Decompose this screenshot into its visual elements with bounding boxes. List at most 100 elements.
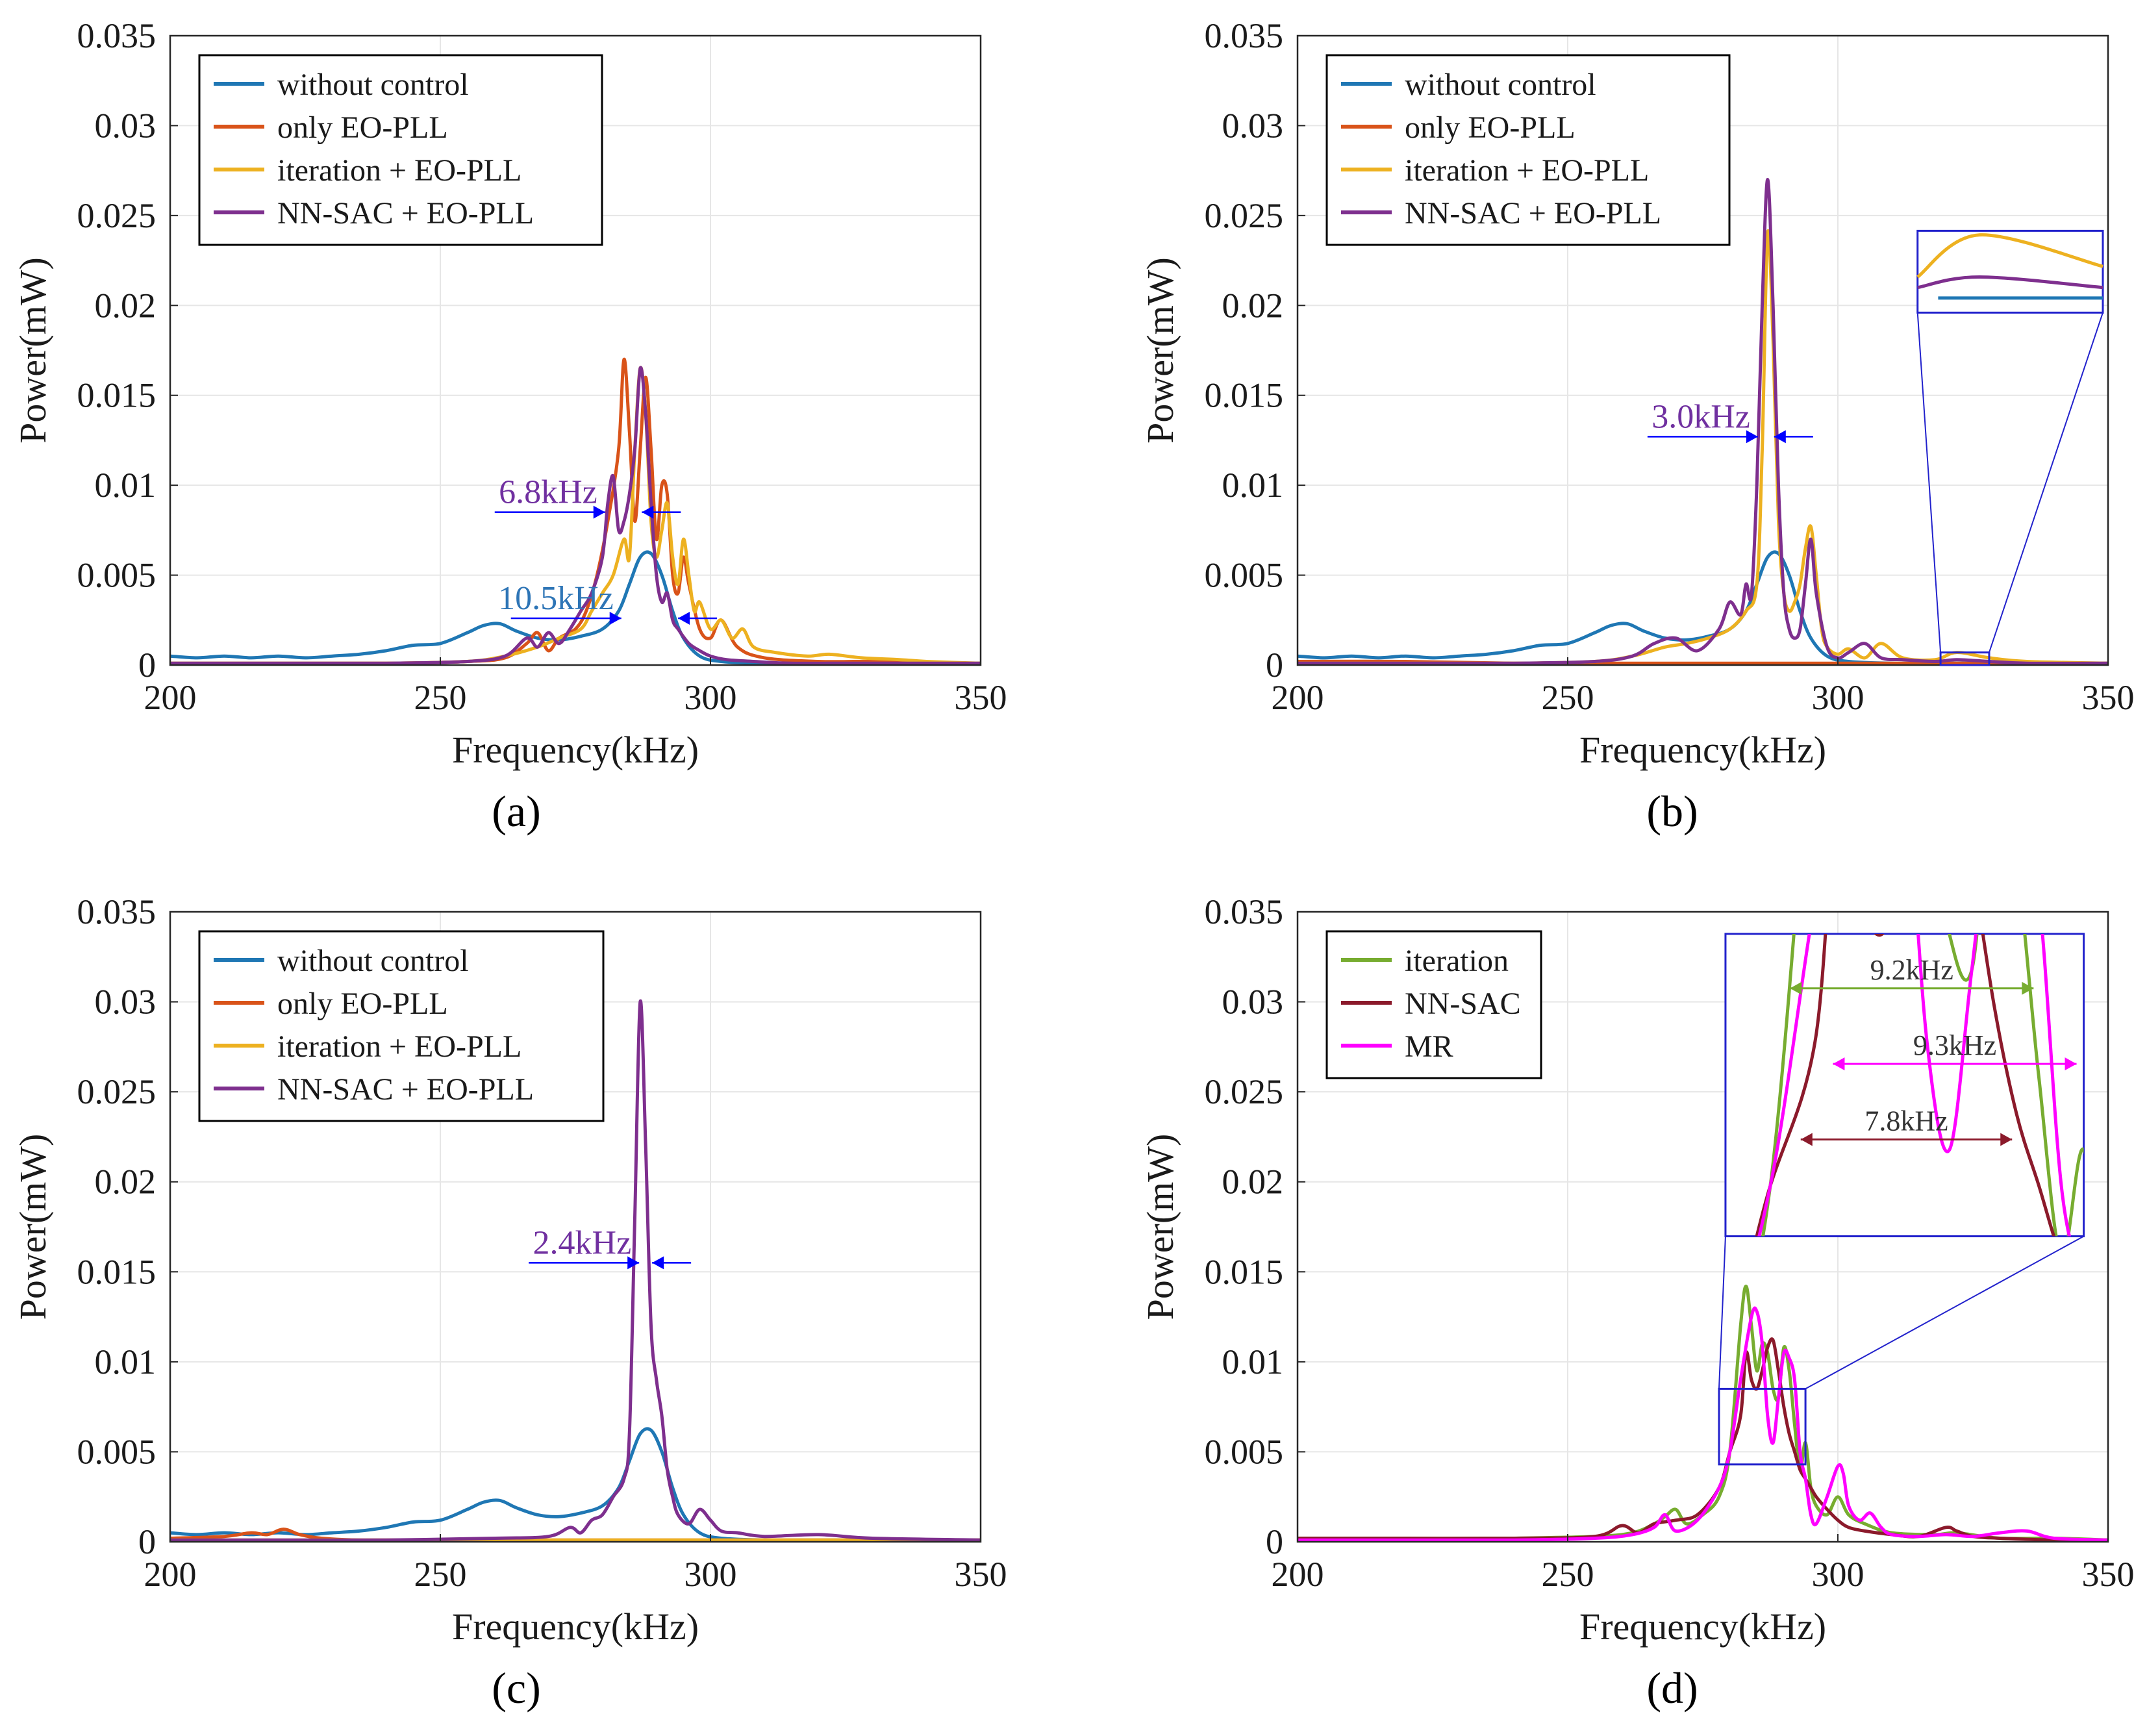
arrow-head-left: [678, 612, 690, 625]
chart-panel-1: 200 250 300 350 0 0.005 0.01 0.015 0.02 0.025 0.03…: [12, 16, 1007, 836]
panel-label: (d): [1646, 1663, 1698, 1713]
x-axis-label: Frequency(kHz): [1579, 1605, 1826, 1648]
y-tick-label: 0.005: [77, 1432, 157, 1471]
series-line-iteration-eo-pll: [170, 366, 981, 665]
x-tick-label: 300: [1812, 1555, 1864, 1594]
arrow-head-left: [1790, 981, 1802, 995]
series-line-nn-sac-eo-pll: [1297, 178, 2109, 665]
arrow-head-right: [593, 505, 605, 519]
y-tick-label: 0.035: [1205, 892, 1284, 931]
inset-connector: [1805, 1235, 2085, 1390]
arrow-head-left: [1800, 1133, 1813, 1146]
series-line-mr: [1298, 1306, 2109, 1542]
y-axis-label: Power(mW): [1139, 1134, 1181, 1320]
series-group: [1297, 1285, 2109, 1542]
inset-source-box: [1718, 1387, 1807, 1466]
legend-entry: iteration + EO-PLL: [277, 1029, 521, 1064]
x-tick-label: 200: [1272, 678, 1324, 717]
annotation-label: 3.0kHz: [1651, 398, 1750, 435]
y-tick-label: 0.02: [95, 286, 157, 325]
x-tick-label: 200: [144, 1555, 197, 1594]
panel-label: (b): [1646, 786, 1698, 836]
legend-entry: NN-SAC: [1405, 987, 1521, 1021]
y-tick-label: 0.015: [77, 376, 157, 415]
x-tick-label: 300: [684, 1555, 737, 1594]
y-tick-label: 0: [138, 646, 156, 685]
x-tick-label: 350: [2082, 1555, 2135, 1594]
inset-connector: [1989, 312, 2103, 653]
y-tick-label: 0.02: [1222, 1163, 1284, 1201]
legend-entry: NN-SAC + EO-PLL: [1405, 196, 1661, 231]
legend-entry: without control: [277, 68, 469, 102]
inset-series-line: [1916, 233, 2103, 279]
legend-box: [198, 930, 605, 1122]
series-group: [170, 999, 981, 1542]
inset-annotation-label: 9.2kHz: [1870, 954, 1953, 986]
legend-entry: iteration: [1405, 944, 1509, 978]
y-tick-label: 0.015: [77, 1252, 157, 1291]
x-tick-label: 250: [414, 1555, 467, 1594]
legend-entry: only EO-PLL: [1405, 110, 1576, 145]
panel-label: (a): [492, 786, 540, 836]
axes-box: [1296, 911, 2109, 1543]
inset: [1916, 229, 2104, 666]
y-tick-label: 0.035: [77, 16, 157, 55]
arrow-head-left: [652, 1256, 664, 1270]
legend: without control only EO-PLL iteration + EO…: [1325, 54, 1731, 246]
annotation-label: 10.5kHz: [498, 580, 614, 617]
x-tick-label: 250: [1542, 678, 1594, 717]
width-annotation: 6.8kHz: [494, 474, 681, 519]
inset: 9.2kHz 9.3kHz 7.8kHz: [1718, 933, 2085, 1466]
series-line-without-control: [170, 550, 981, 665]
y-axis-label: Power(mW): [1139, 257, 1181, 444]
x-axis-label: Frequency(kHz): [452, 1605, 699, 1648]
legend-box: [198, 54, 603, 246]
axes-box: [1296, 34, 2109, 666]
y-axis-label: Power(mW): [12, 257, 54, 444]
arrow-head-right: [1746, 430, 1758, 444]
inset-width-annotation: 7.8kHz: [1800, 1105, 2013, 1146]
y-tick-label: 0.015: [1205, 376, 1284, 415]
x-axis-label: Frequency(kHz): [1579, 729, 1826, 771]
arrow-head-left: [1774, 430, 1786, 444]
x-tick-label: 350: [955, 678, 1007, 717]
width-annotation: 10.5kHz: [498, 580, 718, 625]
x-tick-label: 300: [1812, 678, 1864, 717]
chart-panel-3: 200 250 300 350 0 0.005 0.01 0.015 0.02 0.025 0.03…: [12, 892, 1007, 1713]
inset-width-annotation: 9.3kHz: [1833, 1029, 2077, 1071]
arrow-head-right: [2000, 1133, 2013, 1146]
chart-panel-2: 200 250 300 350 0 0.005 0.01 0.015 0.02 0.025 0.03…: [1139, 16, 2135, 836]
y-tick-label: 0.03: [95, 106, 157, 145]
arrow-head-right: [2065, 1057, 2077, 1071]
axes-box: [169, 34, 982, 666]
series-line-nn-sac-eo-pll: [170, 366, 981, 665]
inset-annotation-label: 9.3kHz: [1913, 1029, 1996, 1061]
x-tick-label: 200: [144, 678, 197, 717]
legend-entry: only EO-PLL: [277, 110, 448, 145]
y-tick-label: 0.025: [77, 196, 157, 235]
y-tick-label: 0.01: [1222, 1342, 1284, 1381]
legend: iteration NN-SAC MR: [1325, 930, 1542, 1079]
y-tick-label: 0.035: [77, 892, 157, 931]
x-axis-label: Frequency(kHz): [452, 729, 699, 771]
width-annotation: 2.4kHz: [529, 1224, 692, 1270]
y-tick-label: 0.025: [77, 1072, 157, 1111]
y-tick-label: 0.015: [1205, 1252, 1284, 1291]
legend-entry: without control: [1405, 68, 1596, 102]
y-tick-label: 0.02: [1222, 286, 1284, 325]
y-tick-label: 0.02: [95, 1163, 157, 1201]
y-tick-label: 0.025: [1205, 1072, 1284, 1111]
inset-annotation-label: 7.8kHz: [1864, 1105, 1948, 1137]
arrow-head-left: [642, 505, 654, 519]
inset-connector: [1718, 1236, 1726, 1389]
y-tick-label: 0.005: [1205, 1432, 1284, 1471]
panel-label: (c): [492, 1663, 540, 1713]
legend-entry: iteration + EO-PLL: [277, 153, 521, 188]
y-tick-label: 0.005: [1205, 556, 1284, 595]
inset-series-line: [1917, 275, 2103, 290]
annotation-label: 2.4kHz: [533, 1224, 632, 1261]
x-tick-label: 350: [2082, 678, 2135, 717]
y-tick-label: 0: [1266, 1522, 1283, 1561]
x-tick-label: 350: [955, 1555, 1007, 1594]
